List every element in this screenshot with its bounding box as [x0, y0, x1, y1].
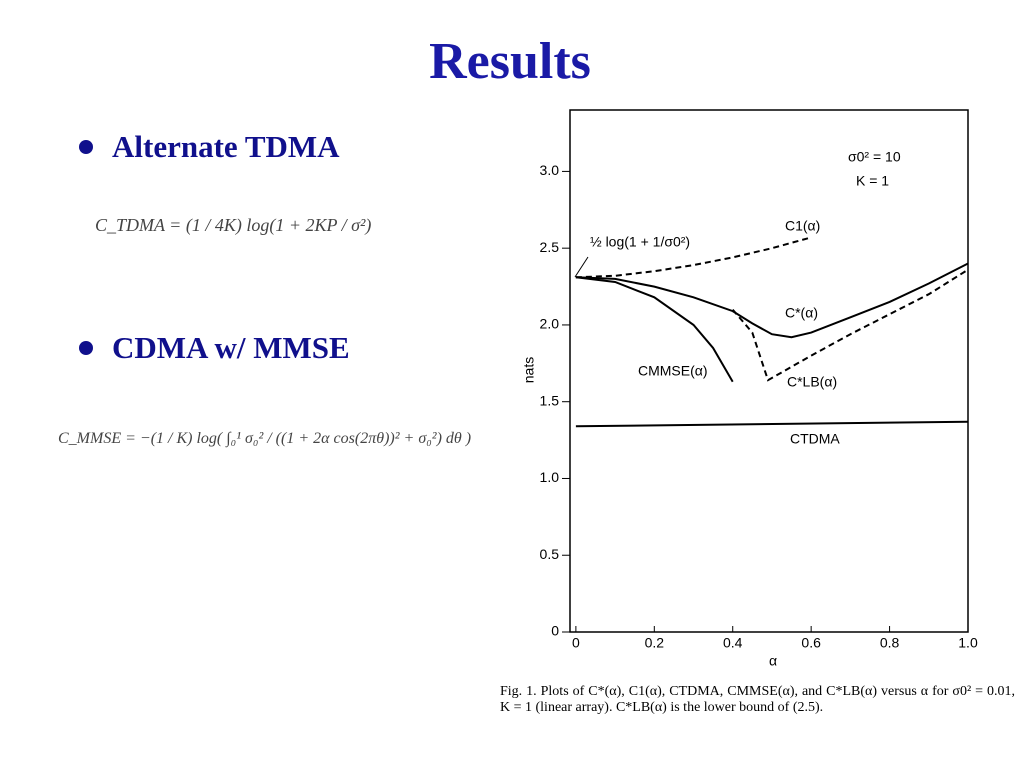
series-line — [731, 268, 969, 382]
series-label: C*LB(α) — [787, 374, 837, 390]
x-tick-label: 0 — [572, 635, 580, 651]
y-tick-label: 1.0 — [540, 469, 560, 485]
x-axis-label: α — [769, 653, 777, 669]
annotation: ½ log(1 + 1/σ0²) — [590, 234, 690, 250]
annotation-arrow — [574, 256, 589, 278]
x-tick-label: 0.6 — [801, 635, 821, 651]
x-tick-label: 0.4 — [723, 635, 743, 651]
y-tick-label: 1.5 — [540, 392, 560, 408]
series-label: C1(α) — [785, 218, 820, 234]
series-line — [575, 420, 969, 428]
bullet-text: CDMA w/ MMSE — [112, 330, 350, 365]
series-label: C*(α) — [785, 305, 818, 321]
series-line — [575, 262, 969, 339]
bullet-text: Alternate TDMA — [112, 129, 340, 164]
bullet-dot — [79, 341, 93, 355]
y-tick-label: 2.5 — [540, 239, 560, 255]
bullet-dot — [79, 140, 93, 154]
plot-frame — [569, 109, 969, 633]
y-tick-label: 0.5 — [540, 546, 560, 562]
equation: C_MMSE = −(1 / K) log( ∫₀¹ σ₀² / ((1 + 2… — [58, 430, 472, 447]
y-tick-label: 3.0 — [540, 162, 560, 178]
slide-title: Results — [429, 33, 591, 90]
series-label: CMMSE(α) — [638, 363, 708, 379]
y-tick-label: 0 — [551, 623, 559, 639]
y-axis-label: nats — [521, 357, 537, 383]
y-tick-label: 2.0 — [540, 316, 560, 332]
annotation: K = 1 — [856, 173, 889, 189]
series-label: CTDMA — [790, 431, 840, 447]
annotation: σ0² = 10 — [848, 149, 901, 165]
x-tick-label: 0.2 — [645, 635, 665, 651]
equation: C_TDMA = (1 / 4K) log(1 + 2KP / σ²) — [95, 215, 372, 235]
x-tick-label: 0.8 — [880, 635, 900, 651]
x-tick-label: 1.0 — [958, 635, 978, 651]
figure-caption: Fig. 1. Plots of C*(α), C1(α), CTDMA, CM… — [500, 684, 1015, 715]
series-line — [575, 276, 734, 383]
